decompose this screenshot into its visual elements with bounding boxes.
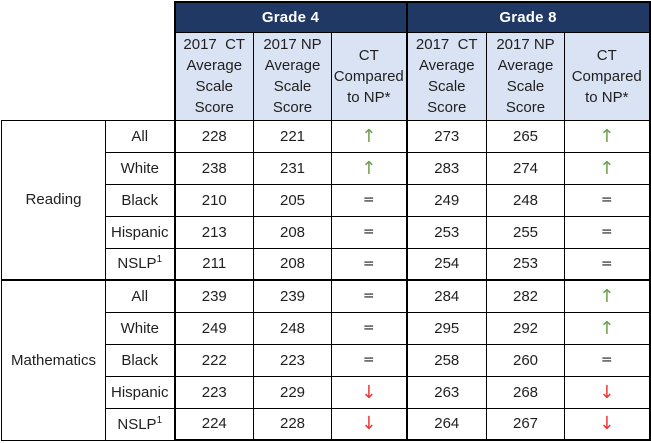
score-cell: 292 [486,311,565,345]
comparison-cell: ↓ [331,407,408,441]
grade-header-row: Grade 4 Grade 8 [1,1,651,120]
score-cell: 205 [253,183,332,217]
comparison-cell: ↑ [331,151,408,185]
comparison-cell: ↑ [564,119,651,153]
col-header-g4-compared: CT Compared to NP* [331,31,408,121]
comparison-cell: = [564,183,651,217]
comparison-cell: ↑ [564,311,651,345]
group-label: Black [105,343,175,377]
score-cell: 248 [253,311,332,345]
group-label: Hispanic [105,375,175,409]
score-cell: 284 [406,279,487,313]
table-row: Hispanic 223 229 ↓ 263 268 ↓ [2,375,651,409]
score-cell: 238 [173,151,254,185]
comparison-cell: ↓ [564,375,651,409]
grade-8-header: Grade 8 [406,1,651,33]
comparison-cell: ↓ [564,407,651,441]
comparison-cell: ↑ [564,279,651,313]
score-cell: 228 [253,407,332,441]
score-cell: 208 [253,215,332,249]
table-row: White 249 248 = 295 292 ↑ [2,311,651,345]
score-cell: 265 [486,119,565,153]
comparison-cell: = [331,279,408,313]
table-row: Hispanic 213 208 = 253 255 = [2,215,651,249]
col-header-g8-ct-score: 2017 CT Average Scale Score [406,31,487,121]
score-cell: 224 [173,407,254,441]
score-cell: 239 [173,279,254,313]
score-cell: 249 [173,311,254,345]
comparison-cell: = [331,215,408,249]
score-cell: 249 [406,183,487,217]
table-row: Black 210 205 = 249 248 = [2,183,651,217]
score-cell: 264 [406,407,487,441]
score-cell: 221 [253,119,332,153]
score-cell: 231 [253,151,332,185]
comparison-cell: = [564,215,651,249]
table-row: NSLP1 224 228 ↓ 264 267 ↓ [2,407,651,441]
score-cell: 254 [406,247,487,281]
score-cell: 268 [486,375,565,409]
table-row: Mathematics All 239 239 = 284 282 ↑ [1,279,651,441]
score-cell: 267 [486,407,565,441]
col-header-g4-ct-score: 2017 CT Average Scale Score [173,31,254,121]
score-cell: 223 [173,375,254,409]
score-cell: 260 [486,343,565,377]
comparison-cell: ↑ [564,151,651,185]
score-cell: 228 [173,119,254,153]
group-label: Black [105,183,175,217]
score-cell: 210 [173,183,254,217]
score-cell: 248 [486,183,565,217]
comparison-cell: ↑ [331,119,408,153]
subject-label-reading: Reading [1,119,106,281]
corner-spacer [1,2,175,120]
score-cell: 255 [486,215,565,249]
comparison-cell: = [564,343,651,377]
score-cell: 223 [253,343,332,377]
group-label: Hispanic [105,215,175,249]
comparison-cell: = [331,311,408,345]
comparison-cell: = [331,183,408,217]
score-cell: 208 [253,247,332,281]
col-header-g8-compared: CT Compared to NP* [564,31,651,121]
score-cell: 253 [406,215,487,249]
nslp-footnote-marker: 1 [156,414,163,426]
score-cell: 222 [173,343,254,377]
score-cell: 274 [486,151,565,185]
group-label: All [105,279,175,313]
table-row: Reading All 228 221 ↑ 273 265 ↑ [1,119,651,281]
score-cell: 253 [486,247,565,281]
score-cell: 258 [406,343,487,377]
comparison-cell: = [564,247,651,281]
score-cell: 239 [253,279,332,313]
comparison-cell: = [331,247,408,281]
group-label: White [105,151,175,185]
group-label: NSLP1 [105,247,175,281]
nslp-footnote-marker: 1 [156,254,163,266]
score-cell: 283 [406,151,487,185]
score-cell: 295 [406,311,487,345]
score-cell: 273 [406,119,487,153]
subject-label-mathematics: Mathematics [1,279,106,441]
group-label: NSLP1 [105,407,175,441]
comparison-cell: = [331,343,408,377]
score-cell: 229 [253,375,332,409]
comparison-cell: ↓ [331,375,408,409]
score-cell: 263 [406,375,487,409]
score-cell: 211 [173,247,254,281]
group-label: All [105,119,175,153]
col-header-g4-np-score: 2017 NP Average Scale Score [253,31,332,121]
sub-header-row: 2017 CT Average Scale Score 2017 NP Aver… [2,31,651,121]
score-cell: 282 [486,279,565,313]
grade-4-header: Grade 4 [173,1,408,33]
group-label: White [105,311,175,345]
score-cell: 213 [173,215,254,249]
col-header-g8-np-score: 2017 NP Average Scale Score [486,31,565,121]
